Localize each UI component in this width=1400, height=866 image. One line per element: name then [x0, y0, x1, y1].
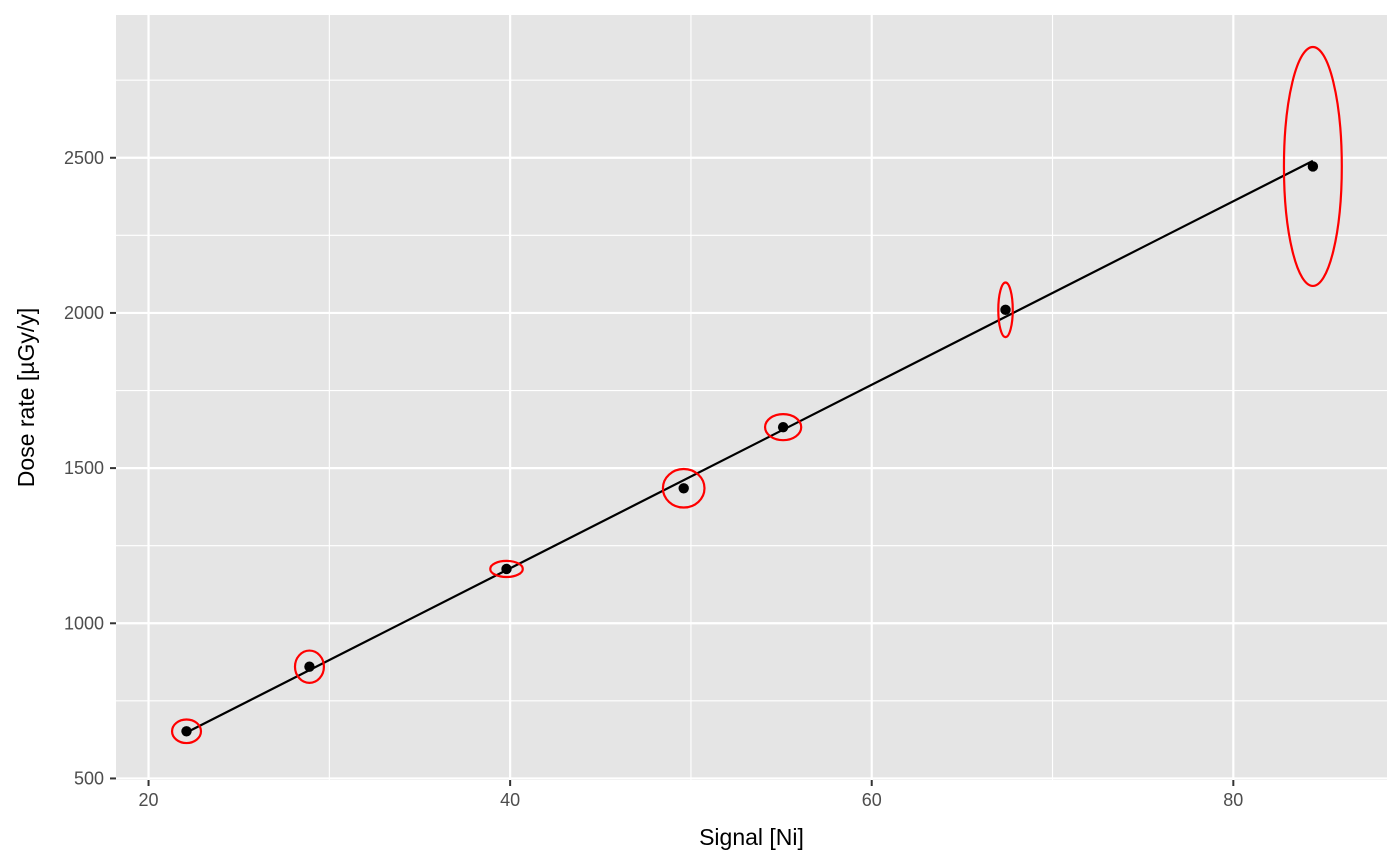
x-tick-label: 60: [862, 790, 882, 810]
uncertainty-ellipse: [763, 413, 803, 442]
uncertainty-ellipse: [997, 281, 1014, 339]
y-tick-label: 2500: [64, 148, 104, 168]
data-point: [181, 726, 192, 737]
y-tick-label: 1000: [64, 613, 104, 633]
fit-line-layer: [186, 159, 1314, 734]
data-points: [181, 161, 1319, 737]
y-tick-label: 1500: [64, 458, 104, 478]
y-tick-label: 2000: [64, 303, 104, 323]
panel-background: [116, 15, 1387, 780]
y-axis-title: Dose rate [µGy/y]: [13, 308, 39, 487]
grid-lines: [116, 15, 1387, 780]
axes: 20 40 60 80 500 1000 1500 2000 2500: [64, 148, 1243, 810]
x-tick-label: 20: [139, 790, 159, 810]
data-point: [1307, 161, 1319, 172]
uncertainty-ellipse: [1282, 45, 1343, 288]
x-tick-label: 80: [1223, 790, 1243, 810]
fit-line: [186, 159, 1314, 734]
uncertainty-ellipses: [170, 45, 1343, 745]
data-point: [304, 661, 315, 672]
data-point: [678, 483, 689, 494]
plot-panel: [116, 15, 1387, 780]
data-point: [777, 421, 789, 433]
uncertainty-ellipse: [489, 559, 524, 579]
uncertainty-ellipse: [661, 467, 706, 509]
uncertainty-ellipse: [170, 718, 203, 745]
data-point: [501, 563, 512, 575]
uncertainty-ellipse: [293, 649, 326, 684]
data-point: [1000, 304, 1011, 316]
x-tick-label: 40: [500, 790, 520, 810]
y-tick-label: 500: [74, 768, 104, 788]
x-axis-title: Signal [Ni]: [699, 824, 804, 850]
